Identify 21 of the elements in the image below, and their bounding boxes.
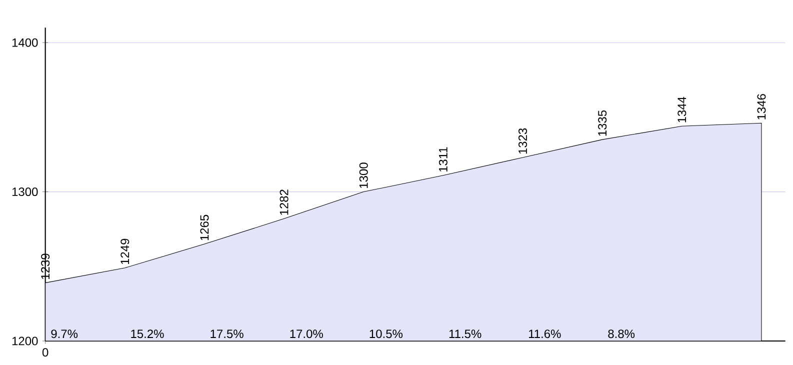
data-label: 1282 bbox=[280, 190, 288, 215]
y-tick-label: 1200 bbox=[12, 336, 38, 346]
data-label: 1311 bbox=[438, 147, 448, 172]
annotation: 9.7% bbox=[51, 330, 78, 338]
data-label: 1249 bbox=[120, 238, 130, 264]
data-label: 1335 bbox=[598, 110, 607, 136]
data-label: 1344 bbox=[678, 96, 686, 122]
y-tick-label: 1300 bbox=[12, 188, 38, 196]
data-label: 1265 bbox=[200, 214, 209, 240]
annotation: 17.0% bbox=[290, 330, 323, 338]
annotation: 11.5% bbox=[449, 330, 482, 338]
y-tick-label: 1400 bbox=[12, 38, 38, 47]
data-label: 1346 bbox=[757, 94, 766, 120]
annotation: 15.2% bbox=[131, 330, 164, 338]
x-tick-label: 0 bbox=[42, 348, 48, 357]
data-label: 1323 bbox=[518, 128, 528, 154]
annotation: 8.8% bbox=[608, 330, 635, 338]
annotation: 11.6% bbox=[528, 330, 561, 338]
annotation: 10.5% bbox=[370, 330, 403, 338]
annotation: 17.5% bbox=[210, 330, 244, 338]
data-label: 1300 bbox=[359, 162, 368, 188]
